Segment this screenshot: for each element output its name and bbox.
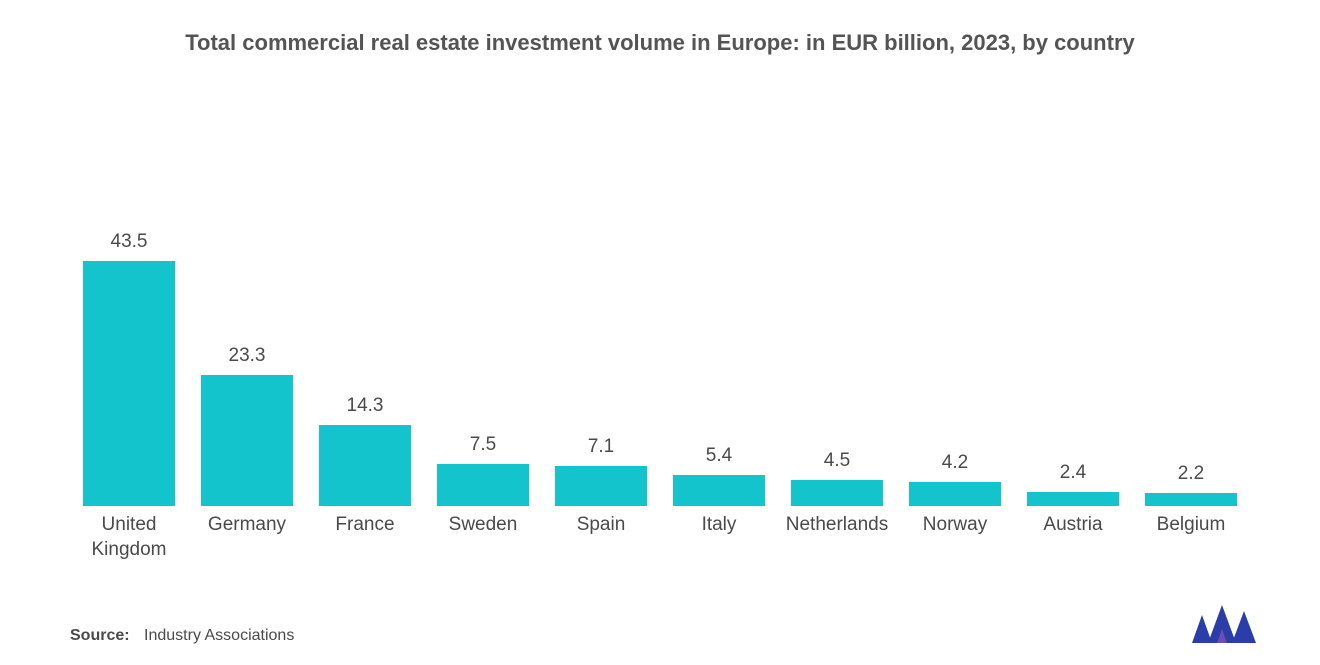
bar-item: 4.5 xyxy=(778,196,896,506)
bar-value-label: 14.3 xyxy=(347,395,384,417)
category-label: Austria xyxy=(1014,512,1132,563)
bar-item: 4.2 xyxy=(896,196,1014,506)
bar xyxy=(909,482,1001,506)
bar-item: 2.4 xyxy=(1014,196,1132,506)
chart-footer: Source: Industry Associations xyxy=(50,603,1270,645)
bar-value-label: 2.4 xyxy=(1060,462,1086,484)
category-label: Spain xyxy=(542,512,660,563)
chart-title: Total commercial real estate investment … xyxy=(50,30,1270,56)
bar xyxy=(1027,492,1119,506)
source-label: Source: xyxy=(70,627,130,644)
bar-value-label: 4.5 xyxy=(824,450,850,472)
mordor-logo-icon xyxy=(1190,603,1260,645)
bar-value-label: 43.5 xyxy=(111,231,148,253)
bar xyxy=(1145,493,1237,505)
category-label: Netherlands xyxy=(778,512,896,563)
bar-value-label: 4.2 xyxy=(942,452,968,474)
bar xyxy=(555,466,647,506)
labels-row: United KingdomGermanyFranceSwedenSpainIt… xyxy=(70,512,1250,563)
bar-value-label: 23.3 xyxy=(229,345,266,367)
chart-area: 43.5 23.3 14.3 7.5 7.1 5.4 4.5 4.2 2.4 2.2 United… xyxy=(50,106,1270,563)
bar xyxy=(319,425,411,505)
category-label: Norway xyxy=(896,512,1014,563)
bar xyxy=(83,261,175,506)
bar-value-label: 2.2 xyxy=(1178,463,1204,485)
bar-value-label: 7.1 xyxy=(588,436,614,458)
bar-item: 23.3 xyxy=(188,196,306,506)
bar-item: 14.3 xyxy=(306,196,424,506)
bar-item: 2.2 xyxy=(1132,196,1250,506)
source-line: Source: Industry Associations xyxy=(70,627,294,645)
category-label: Italy xyxy=(660,512,778,563)
bar-value-label: 5.4 xyxy=(706,445,732,467)
category-label: Belgium xyxy=(1132,512,1250,563)
category-label: France xyxy=(306,512,424,563)
source-value: Industry Associations xyxy=(144,627,294,644)
bar xyxy=(437,464,529,506)
category-label: Germany xyxy=(188,512,306,563)
category-label: United Kingdom xyxy=(70,512,188,563)
bar-item: 7.1 xyxy=(542,196,660,506)
category-label: Sweden xyxy=(424,512,542,563)
bar-value-label: 7.5 xyxy=(470,434,496,456)
bars-row: 43.5 23.3 14.3 7.5 7.1 5.4 4.5 4.2 2.4 2.2 xyxy=(70,196,1250,506)
chart-container: Total commercial real estate investment … xyxy=(0,0,1320,665)
bar-item: 5.4 xyxy=(660,196,778,506)
bar xyxy=(201,375,293,506)
bar xyxy=(673,475,765,505)
bar-item: 43.5 xyxy=(70,196,188,506)
bar-item: 7.5 xyxy=(424,196,542,506)
bar xyxy=(791,480,883,505)
